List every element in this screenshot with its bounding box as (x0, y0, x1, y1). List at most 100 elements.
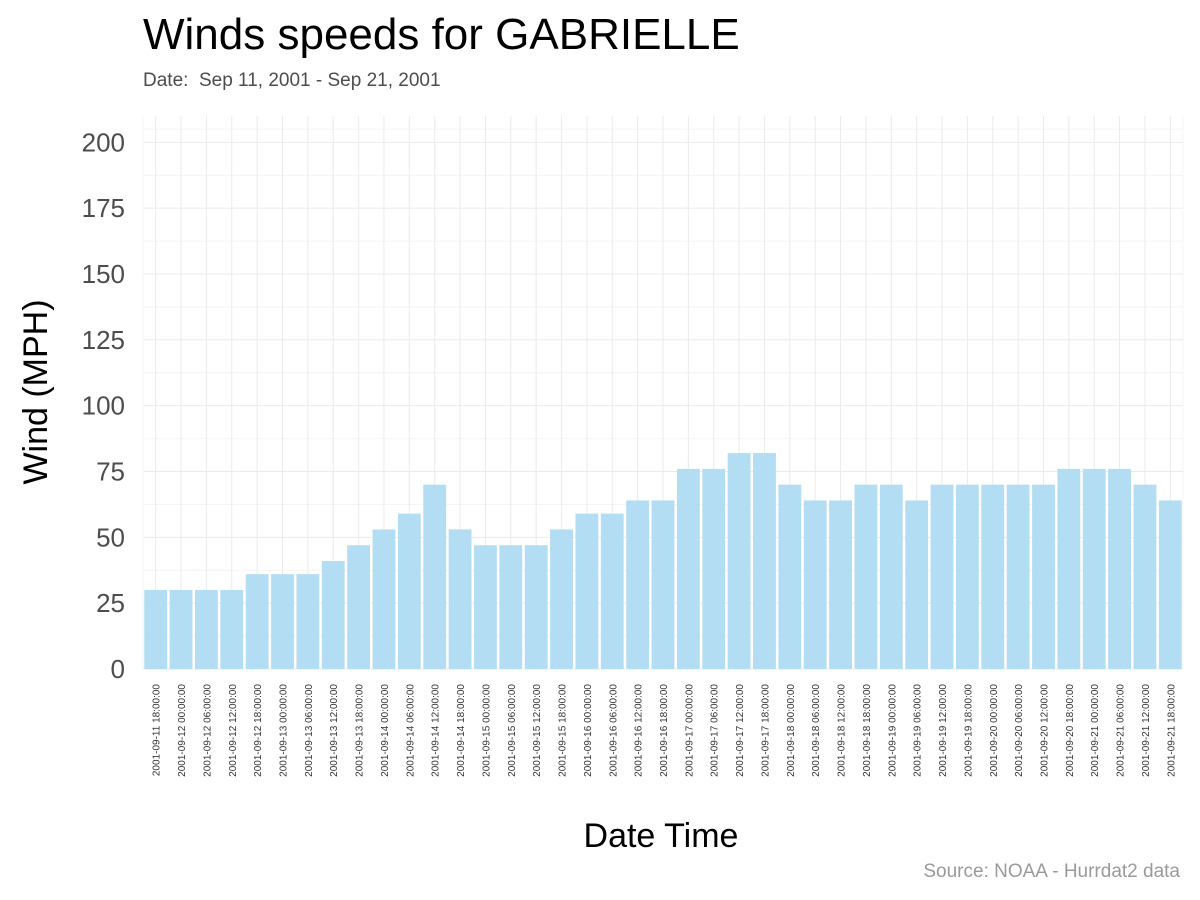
bar (144, 590, 168, 669)
y-tick-label: 125 (82, 325, 125, 355)
bar (474, 545, 497, 669)
bar (499, 545, 523, 669)
x-tick-label: 2001-09-21 12:00:00 (1141, 684, 1152, 777)
bar (220, 590, 244, 669)
x-tick-label: 2001-09-17 00:00:00 (684, 684, 695, 777)
x-tick-label: 2001-09-19 12:00:00 (938, 684, 949, 777)
x-tick-label: 2001-09-18 06:00:00 (811, 684, 822, 777)
x-tick-label: 2001-09-19 00:00:00 (887, 684, 898, 777)
x-tick-label: 2001-09-16 18:00:00 (659, 684, 670, 777)
bar (702, 468, 726, 669)
bar (955, 484, 979, 669)
y-tick-label: 25 (96, 588, 125, 618)
bar (651, 500, 675, 669)
x-tick-label: 2001-09-17 18:00:00 (760, 684, 771, 777)
x-tick-label: 2001-09-21 18:00:00 (1166, 684, 1177, 777)
y-tick-label: 100 (82, 391, 125, 421)
bar (575, 513, 599, 669)
bar (296, 574, 320, 669)
x-tick-label: 2001-09-20 06:00:00 (1014, 684, 1025, 777)
x-tick-label: 2001-09-15 12:00:00 (532, 684, 543, 777)
x-tick-label: 2001-09-16 12:00:00 (634, 684, 645, 777)
bar (778, 484, 802, 669)
bar (423, 484, 447, 669)
bar (397, 513, 421, 669)
bar (600, 513, 624, 669)
x-tick-label: 2001-09-19 06:00:00 (913, 684, 924, 777)
x-tick-label: 2001-09-20 18:00:00 (1065, 684, 1076, 777)
y-tick-label: 150 (82, 259, 125, 289)
y-tick-label: 175 (82, 193, 125, 223)
x-tick-label: 2001-09-14 12:00:00 (431, 684, 442, 777)
x-tick-label: 2001-09-16 06:00:00 (608, 684, 619, 777)
bar (854, 484, 878, 669)
x-tick-label: 2001-09-14 18:00:00 (456, 684, 467, 777)
y-tick-label: 75 (96, 457, 125, 487)
bar (879, 484, 903, 669)
bar (981, 484, 1005, 669)
bar (1057, 468, 1081, 669)
bar (271, 574, 294, 669)
x-tick-label: 2001-09-12 18:00:00 (253, 684, 264, 777)
bar (753, 453, 776, 669)
bar (1006, 484, 1030, 669)
bar (321, 561, 345, 669)
bar (727, 453, 751, 669)
x-tick-label: 2001-09-16 00:00:00 (583, 684, 594, 777)
y-tick-label: 200 (82, 127, 125, 157)
x-tick-label: 2001-09-13 00:00:00 (279, 684, 290, 777)
bars (144, 453, 1182, 669)
bar (524, 545, 548, 669)
bar (803, 500, 827, 669)
y-axis-title: Wind (MPH) (17, 299, 55, 484)
bar (550, 529, 573, 669)
chart-title: Winds speeds for GABRIELLE (143, 10, 740, 59)
chart-subtitle: Date: Sep 11, 2001 - Sep 21, 2001 (143, 70, 441, 91)
y-axis-ticks: 0 25 50 75 100 125 150 175 200 (82, 127, 125, 684)
x-tick-label: 2001-09-15 00:00:00 (481, 684, 492, 777)
bar (1108, 468, 1131, 669)
bar (448, 529, 472, 669)
x-tick-label: 2001-09-19 18:00:00 (963, 684, 974, 777)
bar (930, 484, 954, 669)
y-tick-label: 0 (111, 654, 125, 684)
x-tick-label: 2001-09-13 06:00:00 (304, 684, 315, 777)
x-axis-ticks: 2001-09-11 18:00:00 2001-09-12 00:00:00 20… (152, 684, 1178, 777)
x-tick-label: 2001-09-15 06:00:00 (507, 684, 518, 777)
x-tick-label: 2001-09-13 12:00:00 (329, 684, 340, 777)
bar (905, 500, 929, 669)
bar (626, 500, 650, 669)
x-tick-label: 2001-09-21 06:00:00 (1116, 684, 1127, 777)
bar (829, 500, 852, 669)
x-tick-label: 2001-09-12 06:00:00 (202, 684, 213, 777)
x-tick-label: 2001-09-20 00:00:00 (989, 684, 1000, 777)
bar (676, 468, 700, 669)
source-caption: Source: NOAA - Hurrdat2 data (923, 861, 1180, 882)
bar (195, 590, 218, 669)
x-tick-label: 2001-09-18 00:00:00 (786, 684, 797, 777)
bar (169, 590, 193, 669)
x-tick-label: 2001-09-12 00:00:00 (177, 684, 188, 777)
x-tick-label: 2001-09-12 12:00:00 (228, 684, 239, 777)
x-tick-label: 2001-09-17 06:00:00 (710, 684, 721, 777)
bar (347, 545, 371, 669)
bar (1082, 468, 1106, 669)
x-tick-label: 2001-09-14 00:00:00 (380, 684, 391, 777)
bar (245, 574, 269, 669)
x-tick-label: 2001-09-21 00:00:00 (1090, 684, 1101, 777)
bar (1032, 484, 1055, 669)
bar (1133, 484, 1157, 669)
x-axis-title: Date Time (584, 817, 739, 855)
x-tick-label: 2001-09-13 18:00:00 (355, 684, 366, 777)
x-tick-label: 2001-09-14 06:00:00 (405, 684, 416, 777)
x-tick-label: 2001-09-11 18:00:00 (152, 684, 163, 777)
y-tick-label: 50 (96, 522, 125, 552)
x-tick-label: 2001-09-20 12:00:00 (1039, 684, 1050, 777)
x-tick-label: 2001-09-15 18:00:00 (558, 684, 569, 777)
x-tick-label: 2001-09-18 12:00:00 (837, 684, 848, 777)
x-tick-label: 2001-09-18 18:00:00 (862, 684, 873, 777)
bar (372, 529, 396, 669)
bar (1158, 500, 1182, 669)
x-tick-label: 2001-09-17 12:00:00 (735, 684, 746, 777)
